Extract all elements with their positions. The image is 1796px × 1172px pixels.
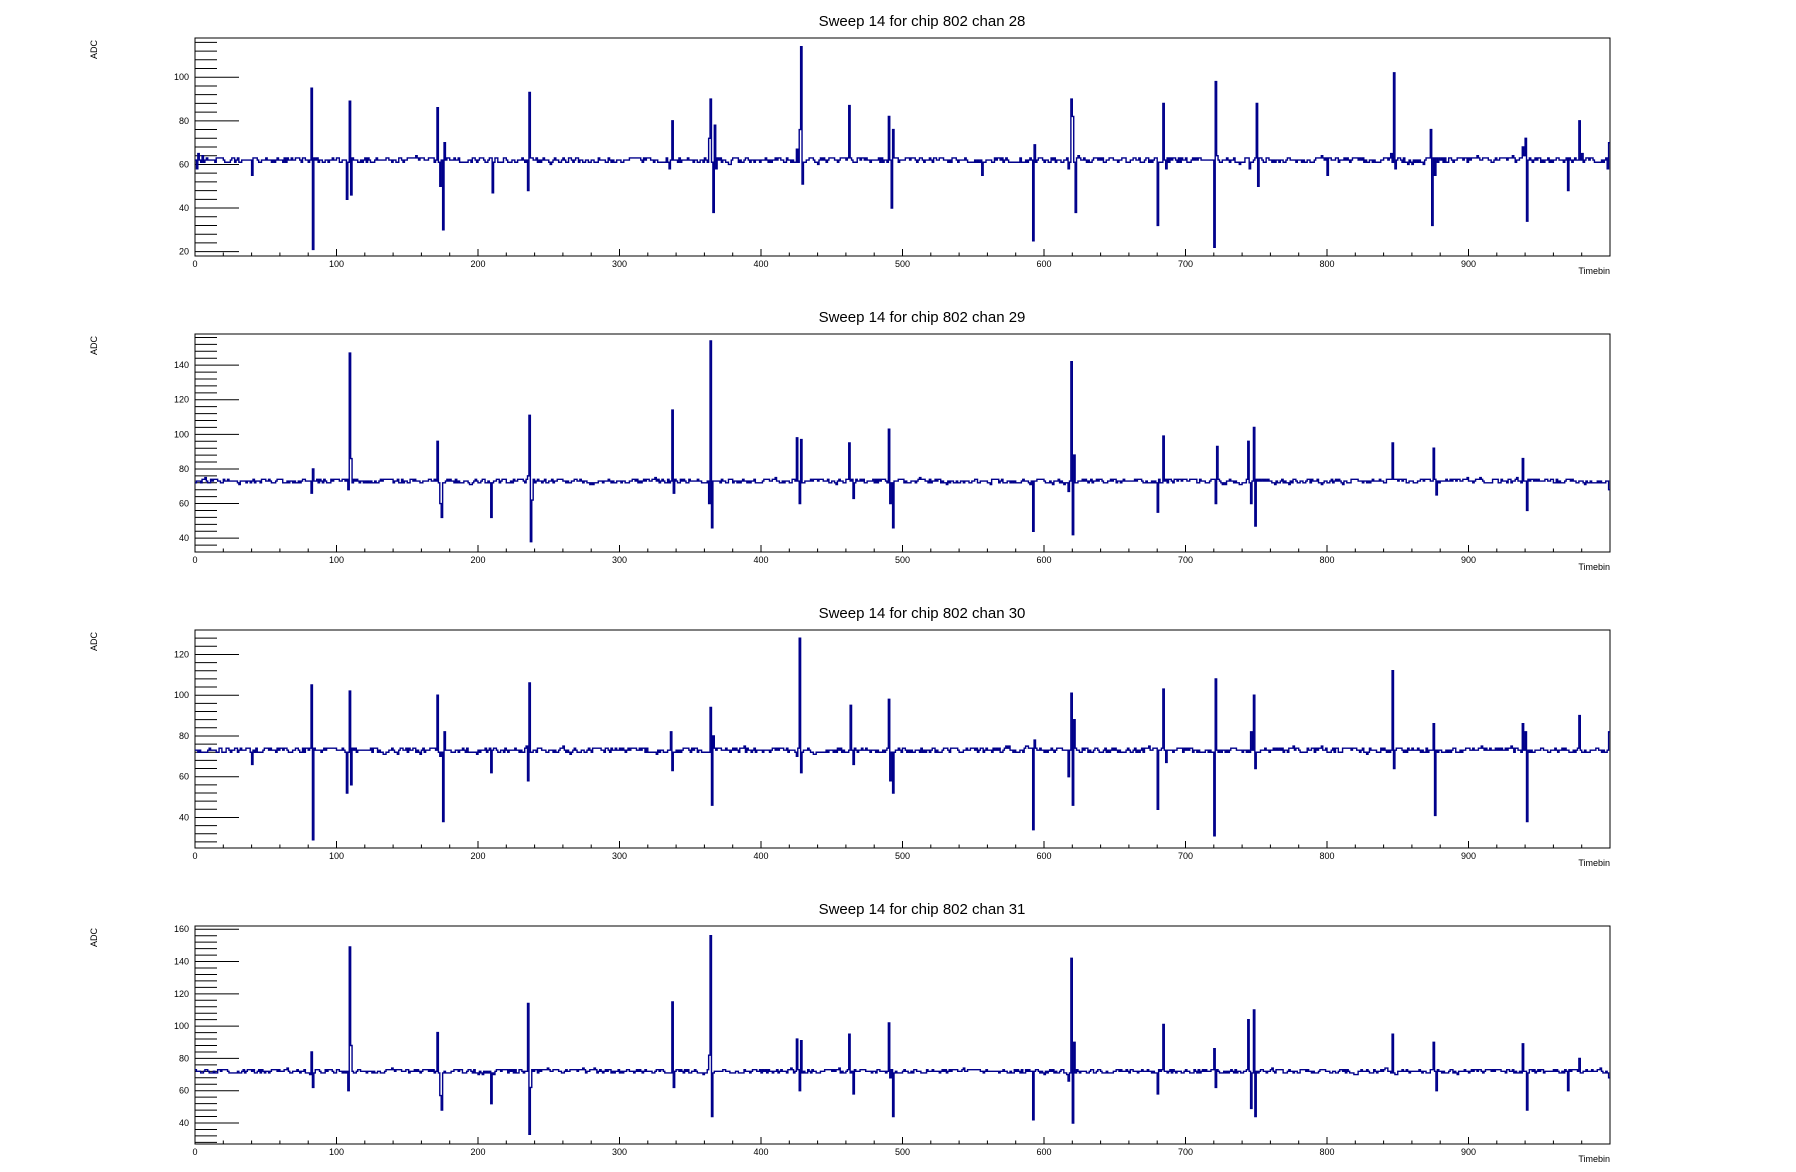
adc-histogram-line: [195, 934, 1610, 1136]
x-tick-label: 300: [612, 1147, 627, 1157]
plot-frame: [194, 925, 1611, 1145]
x-tick-label: 200: [470, 851, 485, 861]
x-axis-label: Timebin: [1578, 858, 1610, 868]
adc-trace: [195, 340, 1610, 543]
y-axis-label: ADC: [89, 40, 99, 60]
y-tick-label: 80: [179, 116, 189, 126]
y-tick-label: 100: [174, 690, 189, 700]
plot-frame: [194, 37, 1611, 257]
adc-trace: [195, 934, 1610, 1136]
plot-axes: 0 100 200 300 400 500 600 700 800 900 40 60 80 100 120: [174, 629, 1611, 861]
y-tick-label: 40: [179, 533, 189, 543]
adc-trace: [195, 637, 1610, 841]
x-tick-label: 500: [895, 259, 910, 269]
plot-frame: [194, 629, 1611, 849]
adc-trace: [195, 46, 1610, 251]
y-tick-label: 60: [179, 159, 189, 169]
y-axis-label: ADC: [89, 336, 99, 356]
y-tick-label: 60: [179, 772, 189, 782]
x-tick-label: 0: [192, 1147, 197, 1157]
y-tick-label: 140: [174, 957, 189, 967]
y-tick-label: 40: [179, 812, 189, 822]
x-tick-label: 100: [329, 1147, 344, 1157]
x-tick-label: 100: [329, 851, 344, 861]
pad-chan-30: Sweep 14 for chip 802 chan 30 ADC Timebi…: [89, 605, 1611, 868]
x-tick-label: 300: [612, 259, 627, 269]
x-tick-label: 400: [753, 851, 768, 861]
x-tick-label: 700: [1178, 555, 1193, 565]
x-tick-label: 0: [192, 851, 197, 861]
y-axis-label: ADC: [89, 632, 99, 652]
x-tick-label: 900: [1461, 259, 1476, 269]
pad-chan-28: Sweep 14 for chip 802 chan 28 ADC Timebi…: [89, 13, 1611, 276]
x-tick-label: 300: [612, 555, 627, 565]
x-axis-label: Timebin: [1578, 266, 1610, 276]
x-axis-label: Timebin: [1578, 1154, 1610, 1164]
y-tick-label: 160: [174, 924, 189, 934]
x-tick-label: 200: [470, 555, 485, 565]
x-tick-label: 300: [612, 851, 627, 861]
x-tick-label: 100: [329, 555, 344, 565]
x-tick-label: 600: [1036, 1147, 1051, 1157]
y-axis-label: ADC: [89, 928, 99, 948]
x-tick-label: 800: [1319, 1147, 1334, 1157]
x-tick-label: 200: [470, 259, 485, 269]
y-tick-label: 60: [179, 1086, 189, 1096]
y-tick-label: 100: [174, 72, 189, 82]
x-tick-label: 600: [1036, 555, 1051, 565]
x-tick-label: 400: [753, 259, 768, 269]
chart-title: Sweep 14 for chip 802 chan 31: [819, 901, 1026, 918]
y-tick-label: 20: [179, 247, 189, 257]
pad-chan-31: Sweep 14 for chip 802 chan 31 ADC Timebi…: [89, 901, 1611, 1164]
y-tick-label: 120: [174, 649, 189, 659]
y-tick-label: 80: [179, 1053, 189, 1063]
x-tick-label: 900: [1461, 1147, 1476, 1157]
x-axis-label: Timebin: [1578, 562, 1610, 572]
plot-frame: [194, 333, 1611, 553]
x-tick-label: 100: [329, 259, 344, 269]
chart-title: Sweep 14 for chip 802 chan 29: [819, 309, 1026, 326]
plot-axes: 0 100 200 300 400 500 600 700 800 900 40 60 80 100 120…: [174, 924, 1611, 1157]
x-tick-label: 700: [1178, 1147, 1193, 1157]
y-tick-label: 120: [174, 989, 189, 999]
x-tick-label: 0: [192, 259, 197, 269]
x-tick-label: 700: [1178, 259, 1193, 269]
plot-axes: 0 100 200 300 400 500 600 700 800 900 40 60 80 100 120…: [174, 333, 1611, 565]
y-tick-label: 100: [174, 429, 189, 439]
y-tick-label: 40: [179, 1118, 189, 1128]
pad-chan-29: Sweep 14 for chip 802 chan 29 ADC Timebi…: [89, 309, 1611, 572]
x-tick-label: 500: [895, 1147, 910, 1157]
x-tick-label: 600: [1036, 259, 1051, 269]
x-tick-label: 700: [1178, 851, 1193, 861]
x-tick-label: 200: [470, 1147, 485, 1157]
chart-title: Sweep 14 for chip 802 chan 28: [819, 13, 1026, 30]
adc-histogram-line: [195, 340, 1610, 543]
x-tick-label: 0: [192, 555, 197, 565]
plot-axes: 0 100 200 300 400 500 600 700 800 900 20 40 60 80 100: [174, 37, 1611, 269]
adc-histogram-line: [195, 46, 1610, 251]
x-tick-label: 400: [753, 555, 768, 565]
x-tick-label: 900: [1461, 851, 1476, 861]
x-tick-label: 800: [1319, 259, 1334, 269]
chart-title: Sweep 14 for chip 802 chan 30: [819, 605, 1026, 622]
y-tick-label: 100: [174, 1021, 189, 1031]
x-tick-label: 500: [895, 851, 910, 861]
x-tick-label: 600: [1036, 851, 1051, 861]
y-tick-label: 80: [179, 464, 189, 474]
adc-histogram-line: [195, 637, 1610, 841]
y-tick-label: 140: [174, 360, 189, 370]
y-tick-label: 40: [179, 203, 189, 213]
y-tick-label: 80: [179, 731, 189, 741]
x-tick-label: 900: [1461, 555, 1476, 565]
x-tick-label: 800: [1319, 851, 1334, 861]
y-tick-label: 60: [179, 499, 189, 509]
x-tick-label: 800: [1319, 555, 1334, 565]
x-tick-label: 500: [895, 555, 910, 565]
x-tick-label: 400: [753, 1147, 768, 1157]
y-tick-label: 120: [174, 395, 189, 405]
